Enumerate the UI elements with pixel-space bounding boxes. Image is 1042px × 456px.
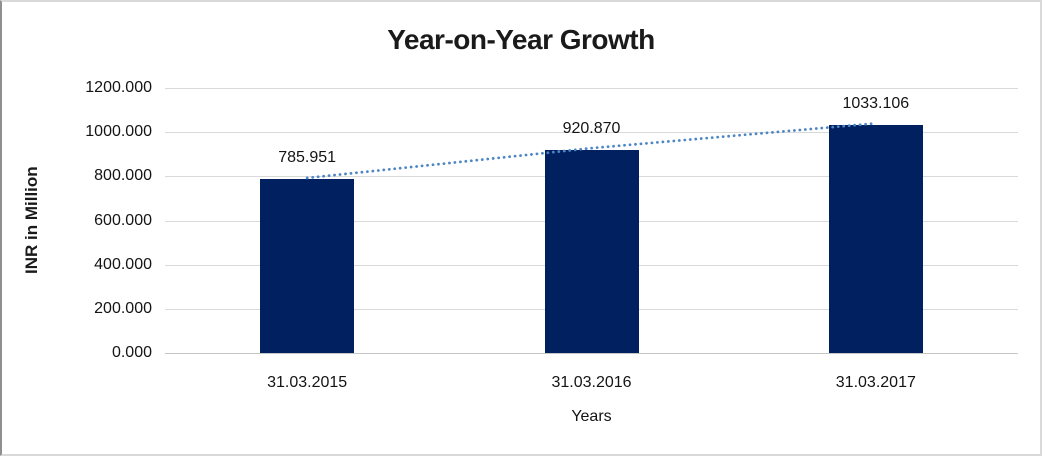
- plot-area: 785.951 920.870 1033.106: [165, 88, 1018, 354]
- y-tick-label: 1200.000: [85, 79, 152, 96]
- x-tick-label: 31.03.2017: [835, 374, 916, 391]
- chart-title: Year-on-Year Growth: [387, 24, 655, 55]
- bar-value-label: 1033.106: [842, 94, 910, 112]
- gridline: [165, 88, 1018, 89]
- y-tick-label: 600.000: [94, 211, 152, 229]
- y-tick-label: 0.000: [111, 344, 152, 361]
- bar-value-label: 785.951: [278, 149, 337, 167]
- y-tick-label: 800.000: [94, 167, 152, 185]
- bar-value-label: 920.870: [562, 119, 621, 137]
- bar-31.03.2016: [544, 149, 639, 353]
- bar-31.03.2015: [260, 179, 355, 353]
- bar-31.03.2017: [828, 124, 923, 353]
- y-tick-label: 400.000: [94, 255, 152, 273]
- x-tick-label: 31.03.2016: [551, 374, 632, 391]
- y-tick-label: 200.000: [94, 299, 152, 317]
- gridline: [165, 353, 1018, 354]
- x-tick-label: 31.03.2015: [267, 374, 348, 391]
- y-tick-label: 1000.000: [85, 123, 152, 141]
- x-axis-title: Years: [571, 408, 612, 425]
